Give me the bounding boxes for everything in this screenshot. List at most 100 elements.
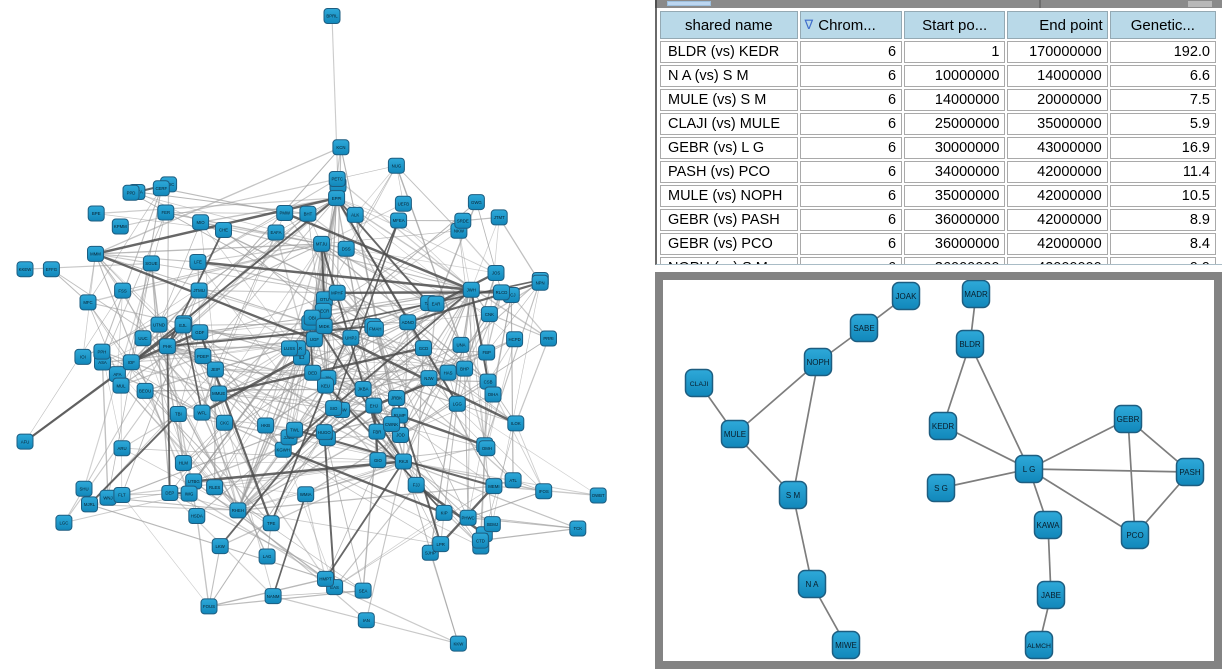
network-node[interactable]: BHP xyxy=(456,360,474,377)
network-node[interactable]: IWG xyxy=(180,485,198,502)
network-node[interactable]: NJW xyxy=(420,370,438,387)
node-shape[interactable] xyxy=(134,330,152,347)
scrollbar-endcap[interactable] xyxy=(1188,1,1212,7)
node-s-m[interactable]: S M xyxy=(778,480,808,510)
network-edge[interactable] xyxy=(334,484,417,588)
node-shape[interactable] xyxy=(531,274,549,291)
network-node[interactable]: IOI xyxy=(74,348,92,365)
node-shape[interactable] xyxy=(192,214,210,231)
node-shape[interactable] xyxy=(257,417,275,434)
node-shape[interactable] xyxy=(323,8,341,24)
network-edge[interactable] xyxy=(121,494,210,607)
network-edge[interactable] xyxy=(323,230,460,327)
node-shape[interactable] xyxy=(229,502,247,519)
network-node[interactable]: WFL xyxy=(193,404,211,421)
node-shape[interactable] xyxy=(215,222,232,238)
node-shape[interactable] xyxy=(589,487,607,504)
network-edge[interactable] xyxy=(237,325,374,511)
network-edge[interactable] xyxy=(237,243,323,511)
table-cell-chromosome[interactable]: 6 xyxy=(799,161,903,183)
network-node[interactable]: RHEH xyxy=(229,502,247,519)
network-edge[interactable] xyxy=(407,321,465,370)
network-edge[interactable] xyxy=(158,222,201,325)
network-node[interactable]: TBI xyxy=(169,406,187,422)
network-node[interactable]: UEFB xyxy=(394,195,412,212)
network-node[interactable]: MMUE xyxy=(210,385,228,402)
network-node[interactable]: FMAH xyxy=(366,320,384,337)
network-edge[interactable] xyxy=(403,460,599,496)
node-shape[interactable] xyxy=(142,255,160,272)
network-edge[interactable] xyxy=(101,188,162,352)
network-edge[interactable] xyxy=(510,294,514,481)
network-node[interactable]: JEIP xyxy=(206,361,224,378)
network-node[interactable]: FBR xyxy=(368,423,386,440)
network-edge[interactable] xyxy=(324,460,405,580)
node-shape[interactable] xyxy=(193,404,211,421)
network-edge[interactable] xyxy=(480,527,578,542)
network-node[interactable]: FSS xyxy=(114,282,132,299)
node-shape[interactable] xyxy=(152,180,170,197)
node-shape[interactable] xyxy=(369,452,387,469)
node-kawa[interactable]: KAWA xyxy=(1033,510,1063,540)
network-node[interactable]: SHU xyxy=(75,480,93,497)
network-node[interactable]: MJRL xyxy=(81,496,98,513)
node-shape[interactable] xyxy=(484,386,502,403)
network-edge[interactable] xyxy=(334,512,445,588)
table-cell-chromosome[interactable]: 6 xyxy=(799,257,903,264)
node-shape[interactable] xyxy=(368,423,386,440)
node-pash[interactable]: PASH xyxy=(1175,457,1205,487)
network-edge[interactable] xyxy=(150,263,171,494)
network-node[interactable]: UTND xyxy=(150,316,168,333)
network-node[interactable]: LPR xyxy=(432,536,450,553)
network-node[interactable]: CKC xyxy=(216,414,233,431)
network-node[interactable]: ARU xyxy=(113,440,131,457)
node-shape[interactable] xyxy=(174,317,192,334)
node-shape[interactable] xyxy=(328,190,346,207)
table-cell-start[interactable]: 10000000 xyxy=(904,65,1006,87)
node-shape[interactable] xyxy=(174,455,192,471)
table-cell-start[interactable]: 34000000 xyxy=(904,161,1006,183)
node-shape[interactable] xyxy=(388,390,405,406)
table-cell-start[interactable]: 25000000 xyxy=(904,113,1006,135)
node-shape[interactable] xyxy=(55,514,73,531)
table-cell-end[interactable]: 42000000 xyxy=(1007,185,1108,207)
table-cell-end[interactable]: 20000000 xyxy=(1007,89,1108,111)
node-shape[interactable] xyxy=(200,598,218,615)
table-cell-end[interactable]: 35000000 xyxy=(1007,113,1108,135)
network-edge[interactable] xyxy=(96,197,337,215)
node-shape[interactable] xyxy=(206,479,224,496)
network-node[interactable]: DED xyxy=(304,364,322,381)
node-shape[interactable] xyxy=(337,240,355,257)
network-node[interactable]: MFC xyxy=(79,294,97,311)
node-shape[interactable] xyxy=(478,344,496,361)
network-node[interactable]: IFOS xyxy=(535,483,553,500)
network-node[interactable]: EPPI xyxy=(328,190,346,207)
node-shape[interactable] xyxy=(1024,630,1054,660)
network-edge[interactable] xyxy=(334,586,459,645)
node-shape[interactable] xyxy=(1120,520,1150,550)
network-edge[interactable] xyxy=(167,325,373,348)
network-edge[interactable] xyxy=(282,448,445,515)
network-edge[interactable] xyxy=(331,15,339,186)
table-row[interactable]: BLDR (vs) KEDR 6 1 170000000 192.0 xyxy=(660,41,1216,63)
network-node[interactable]: CTD xyxy=(471,532,489,549)
network-edge[interactable] xyxy=(515,338,550,424)
network-edge[interactable] xyxy=(340,147,356,215)
network-edge[interactable] xyxy=(396,165,460,232)
table-cell-shared-name[interactable]: GEBR (vs) PCO xyxy=(660,233,798,255)
table-cell-chromosome[interactable]: 6 xyxy=(799,89,903,111)
network-edge[interactable] xyxy=(335,197,459,405)
node-shape[interactable] xyxy=(16,261,34,278)
node-shape[interactable] xyxy=(328,284,346,301)
network-edge[interactable] xyxy=(201,412,268,557)
node-shape[interactable] xyxy=(87,205,105,222)
network-node[interactable]: JTMU xyxy=(190,282,208,299)
network-node[interactable]: MIO xyxy=(192,214,210,231)
network-node[interactable]: KIP xyxy=(435,504,453,521)
network-edge[interactable] xyxy=(165,211,322,245)
node-shape[interactable] xyxy=(427,295,445,312)
node-shape[interactable] xyxy=(420,370,438,387)
node-shape[interactable] xyxy=(1014,454,1044,484)
node-shape[interactable] xyxy=(304,364,322,381)
node-shape[interactable] xyxy=(188,508,206,524)
